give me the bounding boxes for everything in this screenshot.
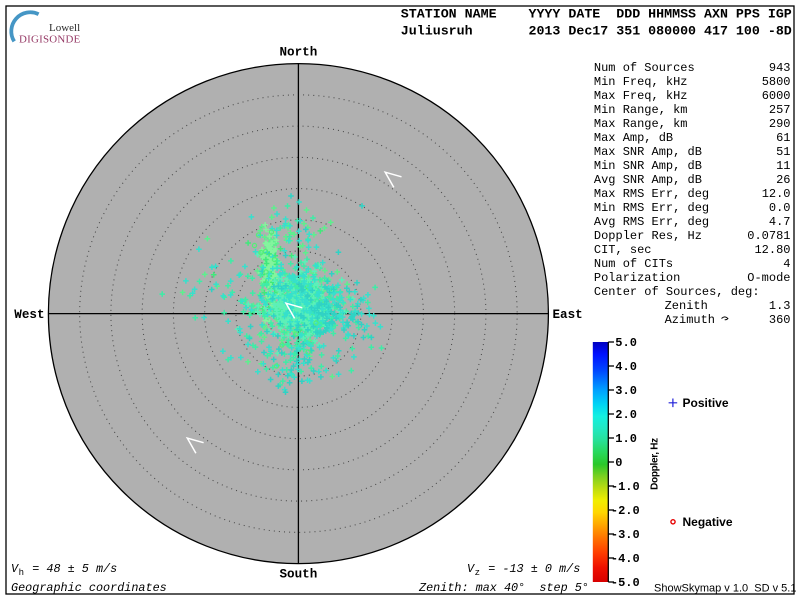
svg-text:360: 360: [769, 313, 791, 327]
svg-text:Juliusruh 2013 Dec17 351: Juliusruh 2013 Dec17 351 080000 417 100 …: [401, 24, 792, 39]
svg-text:4: 4: [783, 257, 790, 271]
svg-text:11: 11: [776, 159, 790, 173]
svg-text:-1.0: -1.0: [611, 480, 640, 494]
svg-text:12.80: 12.80: [754, 243, 790, 257]
svg-text:Polarization: Polarization: [594, 271, 680, 285]
svg-text:East: East: [553, 308, 583, 322]
svg-text:V = 48 ± 5 m/s: V = 48 ± 5 m/s: [11, 562, 117, 576]
svg-text:South: South: [280, 568, 318, 582]
svg-text:-3.0: -3.0: [611, 528, 640, 542]
svg-text:CIT, sec: CIT, sec: [594, 243, 652, 257]
svg-text:O-mode: O-mode: [747, 271, 790, 285]
svg-text:-4.0: -4.0: [611, 552, 640, 566]
svg-text:5800: 5800: [762, 75, 791, 89]
svg-text:4.0: 4.0: [615, 360, 637, 374]
svg-text:4.7: 4.7: [769, 215, 791, 229]
svg-text:Min Freq, kHz: Min Freq, kHz: [594, 75, 688, 89]
svg-text:Max Amp, dB: Max Amp, dB: [594, 131, 673, 145]
svg-text:3.0: 3.0: [615, 384, 637, 398]
svg-text:Min Range, km: Min Range, km: [594, 103, 688, 117]
svg-text:Zenith: Zenith: [665, 299, 708, 313]
svg-text:Positive: Positive: [683, 396, 729, 410]
svg-text:Doppler Res, Hz: Doppler Res, Hz: [594, 229, 702, 243]
svg-text:Max Freq, kHz: Max Freq, kHz: [594, 89, 688, 103]
svg-text:51: 51: [776, 145, 790, 159]
svg-text:290: 290: [769, 117, 791, 131]
svg-text:ShowSkymap v 1.0 SD v 5.1: ShowSkymap v 1.0 SD v 5.1: [654, 583, 796, 595]
svg-text:West: West: [14, 308, 44, 322]
svg-text:North: North: [280, 46, 318, 60]
svg-text:Negative: Negative: [683, 515, 733, 529]
svg-text:Center of Sources, deg:: Center of Sources, deg:: [594, 285, 760, 299]
svg-text:Max SNR Amp, dB: Max SNR Amp, dB: [594, 145, 702, 159]
svg-text:z: z: [475, 568, 480, 578]
svg-text:Min SNR Amp, dB: Min SNR Amp, dB: [594, 159, 702, 173]
svg-text:Max RMS Err, deg: Max RMS Err, deg: [594, 187, 709, 201]
svg-text:V = -13 ± 0 m/s: V = -13 ± 0 m/s: [467, 562, 580, 576]
svg-text:61: 61: [776, 131, 790, 145]
svg-text:257: 257: [769, 103, 791, 117]
svg-text:DIGISONDE: DIGISONDE: [19, 33, 81, 45]
svg-text:Avg SNR Amp, dB: Avg SNR Amp, dB: [594, 173, 702, 187]
svg-text:-5.0: -5.0: [611, 576, 640, 590]
svg-text:Geographic coordinates: Geographic coordinates: [11, 581, 167, 595]
svg-text:1.3: 1.3: [769, 299, 791, 313]
svg-text:Min RMS Err, deg: Min RMS Err, deg: [594, 201, 709, 215]
svg-text:12.0: 12.0: [762, 187, 791, 201]
svg-text:0.0781: 0.0781: [747, 229, 790, 243]
svg-text:0.0: 0.0: [769, 201, 791, 215]
svg-text:2.0: 2.0: [615, 408, 637, 422]
svg-text:943: 943: [769, 61, 791, 75]
svg-text:Num of CITs: Num of CITs: [594, 257, 673, 271]
svg-text:1.0: 1.0: [615, 432, 637, 446]
svg-text:-2.0: -2.0: [611, 504, 640, 518]
svg-text:26: 26: [776, 173, 790, 187]
svg-text:6000: 6000: [762, 89, 791, 103]
svg-text:0: 0: [615, 456, 622, 470]
svg-text:Max Range, km: Max Range, km: [594, 117, 688, 131]
svg-text:Lowell: Lowell: [49, 22, 80, 34]
svg-text:Num of Sources: Num of Sources: [594, 61, 695, 75]
svg-text:STATION NAME YYYY DATE DDD: STATION NAME YYYY DATE DDD HHMMSS AXN PP…: [401, 7, 792, 22]
svg-text:Doppler, Hz: Doppler, Hz: [650, 438, 661, 490]
svg-text:5.0: 5.0: [615, 336, 637, 350]
svg-text:Azimuth: Azimuth: [665, 313, 715, 327]
svg-text:Avg RMS Err, deg: Avg RMS Err, deg: [594, 215, 709, 229]
svg-text:h: h: [19, 568, 24, 578]
svg-text:Zenith: max 40° step 5°: Zenith: max 40° step 5°: [418, 581, 589, 595]
